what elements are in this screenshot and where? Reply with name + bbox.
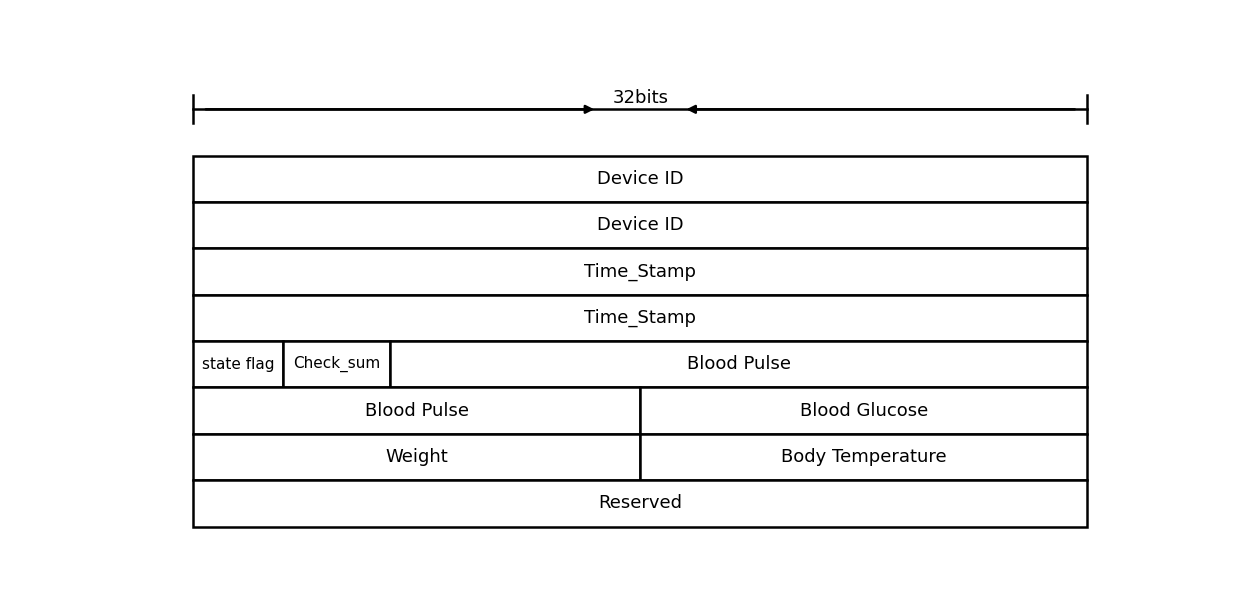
- Bar: [283, 341, 391, 388]
- Text: Device ID: Device ID: [596, 216, 683, 234]
- Bar: [640, 434, 1087, 480]
- Bar: [193, 295, 1087, 341]
- Bar: [193, 341, 283, 388]
- Text: Check_sum: Check_sum: [293, 356, 381, 373]
- Bar: [640, 388, 1087, 434]
- Text: Body Temperature: Body Temperature: [781, 448, 946, 466]
- Text: Blood Pulse: Blood Pulse: [365, 402, 469, 420]
- Text: Blood Pulse: Blood Pulse: [687, 355, 791, 373]
- Text: state flag: state flag: [202, 357, 274, 372]
- Text: Blood Glucose: Blood Glucose: [800, 402, 928, 420]
- Bar: [391, 341, 1087, 388]
- Text: Time_Stamp: Time_Stamp: [584, 309, 697, 327]
- Text: Device ID: Device ID: [596, 170, 683, 188]
- Bar: [193, 480, 1087, 527]
- Text: 32bits: 32bits: [613, 89, 668, 107]
- Text: Time_Stamp: Time_Stamp: [584, 262, 697, 281]
- Bar: [193, 156, 1087, 202]
- Text: Reserved: Reserved: [599, 494, 682, 512]
- Text: Weight: Weight: [386, 448, 448, 466]
- Bar: [193, 388, 640, 434]
- Bar: [193, 202, 1087, 249]
- Bar: [193, 434, 640, 480]
- Bar: [193, 249, 1087, 295]
